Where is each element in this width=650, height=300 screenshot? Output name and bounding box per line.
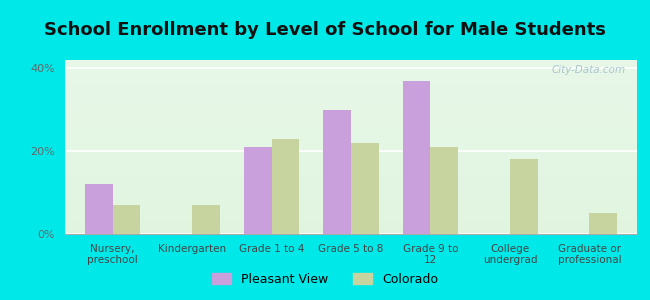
Bar: [85, 184, 112, 234]
Bar: [272, 139, 300, 234]
Bar: [112, 205, 140, 234]
Bar: [402, 81, 430, 234]
Bar: [510, 159, 538, 234]
Text: City-Data.com: City-Data.com: [551, 65, 625, 75]
Text: School Enrollment by Level of School for Male Students: School Enrollment by Level of School for…: [44, 21, 606, 39]
Bar: [244, 147, 272, 234]
Bar: [430, 147, 458, 234]
Legend: Pleasant View, Colorado: Pleasant View, Colorado: [207, 268, 443, 291]
Bar: [351, 143, 379, 234]
Bar: [192, 205, 220, 234]
Bar: [323, 110, 351, 234]
Bar: [590, 213, 617, 234]
